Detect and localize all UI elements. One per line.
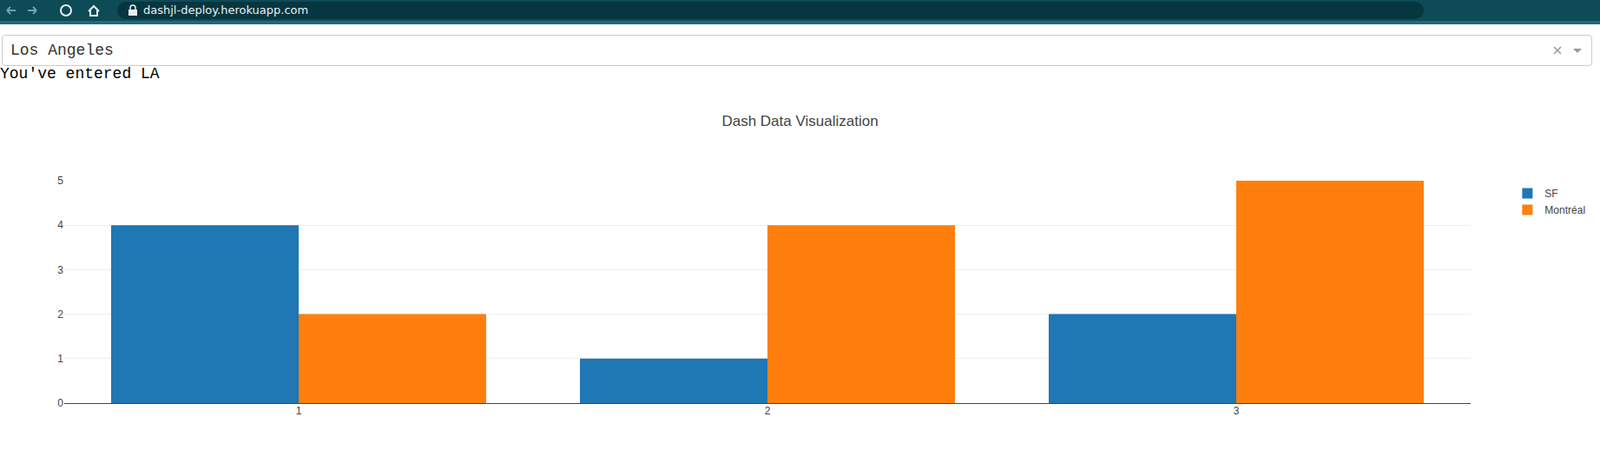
- svg-text:1: 1: [57, 352, 64, 365]
- svg-text:2: 2: [764, 404, 771, 417]
- svg-text:1: 1: [296, 404, 303, 417]
- svg-text:SF: SF: [1544, 187, 1558, 200]
- svg-text:5: 5: [57, 174, 64, 187]
- svg-text:3: 3: [1233, 404, 1240, 417]
- svg-text:0: 0: [57, 396, 64, 409]
- svg-text:4: 4: [57, 218, 64, 231]
- svg-text:Dash Data Visualization: Dash Data Visualization: [721, 112, 878, 130]
- html-text:You've entered LA: You've entered LA: [0, 65, 160, 83]
- svg-text:3: 3: [57, 263, 64, 277]
- html-text:dashjl-deploy.herokuapp.com: dashjl-deploy.herokuapp.com: [143, 3, 309, 17]
- svg-text:Montréal: Montréal: [1544, 204, 1586, 217]
- html-text:Los Angeles: Los Angeles: [10, 41, 114, 60]
- svg-text:2: 2: [57, 308, 64, 321]
